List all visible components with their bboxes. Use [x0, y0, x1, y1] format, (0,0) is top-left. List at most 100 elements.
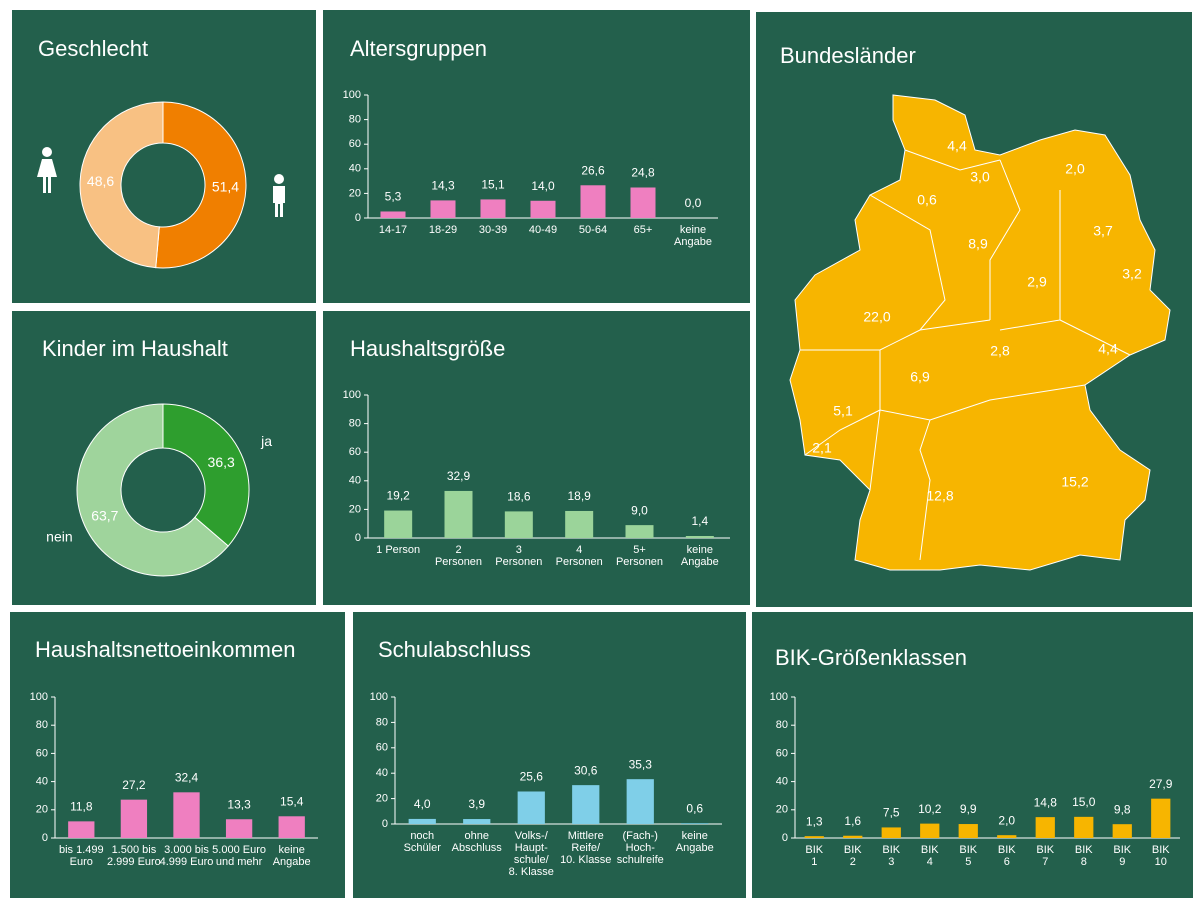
x-tick-label: 5.000 Euro und mehr: [212, 844, 266, 868]
panel: [752, 612, 1193, 898]
value-label: 13,3: [227, 797, 251, 811]
value-label: 15,4: [280, 794, 304, 808]
donut-segment: [162, 403, 250, 547]
x-tick-label: 14-17: [379, 224, 407, 236]
region-value: 6,9: [910, 369, 930, 385]
x-tick-label: keine Angabe: [674, 224, 712, 248]
category-label: nein: [46, 528, 72, 544]
bar: [225, 819, 253, 838]
x-tick-label: 30-39: [479, 224, 507, 236]
panel: [323, 311, 750, 605]
bar: [626, 779, 654, 824]
bar: [430, 200, 456, 218]
y-tick-label: 80: [376, 716, 388, 728]
bar: [480, 199, 506, 218]
value-label: 27,2: [122, 778, 146, 792]
category-label: ja: [260, 433, 272, 449]
chart-title: Haushaltsgröße: [350, 336, 505, 361]
y-tick-label: 20: [349, 503, 361, 515]
x-tick-label: 65+: [634, 224, 653, 236]
chart-title: Kinder im Haushalt: [42, 336, 228, 361]
value-label: 18,9: [567, 489, 591, 503]
y-tick-label: 100: [343, 389, 361, 401]
value-label: 14,8: [1034, 795, 1058, 809]
y-tick-label: 20: [376, 793, 388, 805]
region-value: 2,9: [1027, 274, 1047, 290]
bar: [463, 819, 491, 824]
value-label: 63,7: [91, 507, 118, 523]
x-tick-label: Mittlere Reife/10. Klasse: [560, 830, 611, 866]
y-tick-label: 20: [349, 187, 361, 199]
region-value: 3,2: [1122, 266, 1142, 282]
value-label: 24,8: [631, 166, 655, 180]
x-tick-label: 40-49: [529, 224, 557, 236]
bar: [630, 187, 656, 218]
region-value: 3,0: [970, 169, 990, 185]
bar: [1151, 798, 1171, 838]
bar: [1112, 824, 1132, 838]
x-tick-label: BIK 10: [1152, 844, 1170, 868]
value-label: 48,6: [87, 173, 114, 189]
bar: [120, 799, 148, 838]
bar: [384, 510, 413, 538]
value-label: 19,2: [386, 489, 410, 503]
y-tick-label: 0: [782, 832, 788, 844]
value-label: 7,5: [883, 806, 900, 820]
x-tick-label: 5+ Personen: [616, 544, 663, 568]
value-label: 10,2: [918, 802, 942, 816]
donut-segment: [79, 101, 164, 269]
x-tick-label: 1 Person: [376, 544, 420, 556]
value-label: 5,3: [385, 190, 402, 204]
x-tick-label: BIK 7: [1036, 844, 1054, 868]
value-label: 9,9: [960, 802, 977, 816]
bar: [1074, 816, 1094, 838]
y-tick-label: 80: [776, 719, 788, 731]
x-tick-label: 3 Personen: [495, 544, 542, 568]
value-label: 26,6: [581, 163, 605, 177]
state-borders: [800, 149, 1131, 561]
panel: [353, 612, 746, 898]
x-tick-label: keine Angabe: [273, 844, 311, 868]
y-tick-label: 60: [376, 742, 388, 754]
x-tick-label: keine Angabe: [676, 830, 714, 854]
panel: [10, 612, 345, 898]
y-tick-label: 40: [36, 776, 48, 788]
bar: [504, 511, 533, 538]
value-label: 36,3: [208, 454, 235, 470]
bar: [881, 827, 901, 838]
bar: [278, 816, 305, 838]
y-tick-label: 40: [349, 163, 361, 175]
region-value: 2,0: [1065, 161, 1085, 177]
region-value: 2,1: [812, 440, 832, 456]
y-tick-label: 100: [370, 691, 388, 703]
value-label: 9,0: [631, 503, 648, 517]
panel: [323, 10, 750, 303]
bar: [804, 836, 824, 838]
chart-title: Geschlecht: [38, 36, 148, 61]
x-tick-label: 1.500 bis 2.999 Euro: [107, 844, 161, 868]
value-label: 32,9: [447, 469, 471, 483]
value-label: 0,0: [685, 196, 702, 210]
y-tick-label: 80: [36, 719, 48, 731]
region-value: 15,2: [1061, 474, 1088, 490]
x-tick-label: BIK 8: [1075, 844, 1093, 868]
y-tick-label: 0: [382, 818, 388, 830]
region-value: 0,6: [917, 192, 937, 208]
chart-title: Bundesländer: [780, 43, 916, 68]
y-tick-label: 0: [355, 212, 361, 224]
value-label: 51,4: [212, 178, 239, 194]
y-tick-label: 0: [355, 532, 361, 544]
value-label: 11,8: [70, 800, 93, 814]
chart-title: Schulabschluss: [378, 637, 531, 662]
y-tick-label: 80: [349, 418, 361, 430]
value-label: 18,6: [507, 490, 531, 504]
value-label: 14,0: [531, 179, 555, 193]
region-value: 12,8: [926, 488, 953, 504]
y-tick-label: 20: [36, 804, 48, 816]
value-label: 1,4: [691, 514, 708, 528]
x-tick-label: BIK 3: [882, 844, 900, 868]
x-tick-label: (Fach-) Hoch-schulreife: [617, 830, 664, 866]
bar: [380, 211, 406, 218]
bar: [920, 823, 940, 838]
value-label: 0,6: [686, 801, 703, 815]
